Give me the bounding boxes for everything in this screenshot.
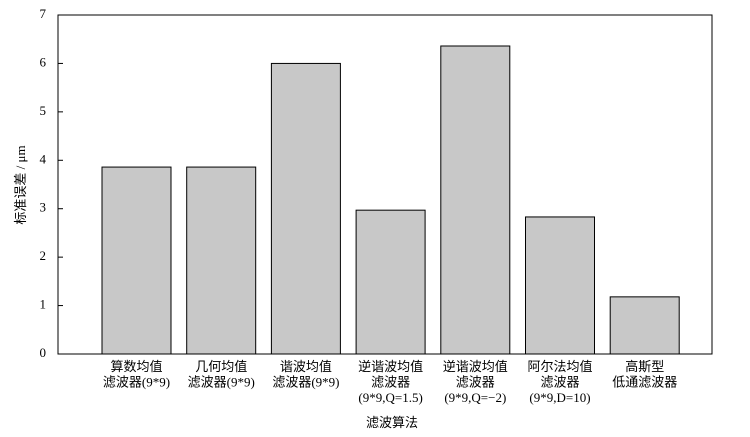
x-tick-label: 高斯型	[625, 359, 664, 374]
bar	[440, 45, 511, 355]
y-tick-label: 5	[40, 103, 47, 118]
x-axis-label: 滤波算法	[366, 415, 418, 430]
y-tick-label: 7	[40, 6, 47, 21]
bar	[525, 216, 595, 355]
x-tick-label: 滤波器(9*9)	[272, 374, 339, 389]
x-tick-label: 算数均值	[110, 359, 162, 374]
x-tick-label: (9*9,D=10)	[529, 390, 590, 405]
x-tick-label: 几何均值	[195, 359, 247, 374]
x-tick-label: 低通滤波器	[612, 374, 677, 389]
x-tick-label: 阿尔法均值	[527, 359, 592, 374]
x-tick-label: 逆谐波均值	[358, 359, 423, 374]
bar	[270, 62, 341, 355]
bar	[186, 166, 257, 355]
x-tick-label: 滤波器(9*9)	[188, 374, 255, 389]
x-tick-label: (9*9,Q=−2)	[444, 390, 506, 405]
x-tick-label: 滤波器	[456, 374, 495, 389]
y-tick-label: 4	[40, 151, 47, 166]
y-axis-label: 标准误差 / μm	[13, 145, 28, 224]
y-tick-label: 2	[40, 248, 47, 263]
x-tick-label: 谐波均值	[280, 359, 332, 374]
y-tick-label: 3	[40, 200, 47, 215]
y-tick-label: 0	[40, 345, 47, 360]
x-tick-label: 滤波器(9*9)	[103, 374, 170, 389]
bar	[101, 166, 172, 355]
bar	[609, 296, 680, 355]
x-tick-label: 滤波器	[540, 374, 579, 389]
x-tick-label: 滤波器	[371, 374, 410, 389]
x-tick-label: (9*9,Q=1.5)	[358, 390, 422, 405]
y-tick-label: 1	[40, 297, 47, 312]
y-tick-label: 6	[40, 54, 47, 69]
x-tick-label: 逆谐波均值	[443, 359, 508, 374]
bar	[355, 209, 426, 355]
